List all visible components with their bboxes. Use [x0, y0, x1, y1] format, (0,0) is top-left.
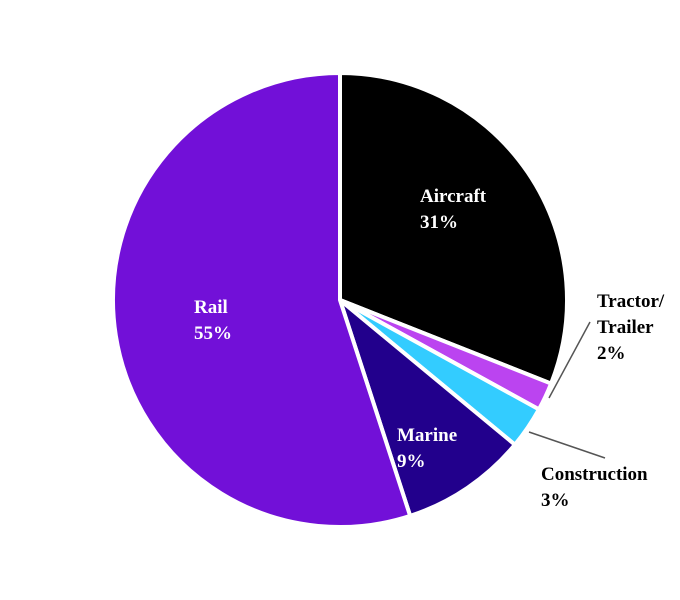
slice-category-label: Rail [194, 297, 228, 318]
leader-lines [528, 321, 606, 459]
slice-category-label: Aircraft [420, 186, 487, 207]
pie-slice-aircraft [338, 71, 569, 386]
slice-value-label: 31% [420, 212, 458, 233]
slice-category-label: Trailer [597, 317, 654, 338]
slice-category-label: Tractor/ [597, 291, 665, 312]
slice-category-label: Marine [397, 425, 457, 446]
slice-labels: Aircraft 31% Tractor/Trailer 2% Construction… [194, 186, 665, 511]
pie-slice-rail [111, 71, 413, 529]
leader-line-construction [528, 431, 606, 459]
slice-category-label: Construction [541, 464, 648, 485]
slice-value-label: 9% [397, 451, 426, 472]
slice-label-aircraft: Aircraft 31% [420, 186, 487, 233]
slice-value-label: 3% [541, 490, 570, 511]
slice-label-rail: Rail 55% [194, 297, 232, 344]
slice-label-tractor-trailer: Tractor/Trailer 2% [597, 291, 665, 364]
slice-value-label: 55% [194, 323, 232, 344]
slice-value-label: 2% [597, 343, 626, 364]
pie-slice-marine [338, 298, 517, 518]
pie-slices [111, 71, 569, 529]
slice-label-marine: Marine 9% [397, 425, 457, 472]
leader-line-tractor-trailer [548, 321, 591, 399]
slice-label-construction: Construction 3% [541, 464, 648, 511]
